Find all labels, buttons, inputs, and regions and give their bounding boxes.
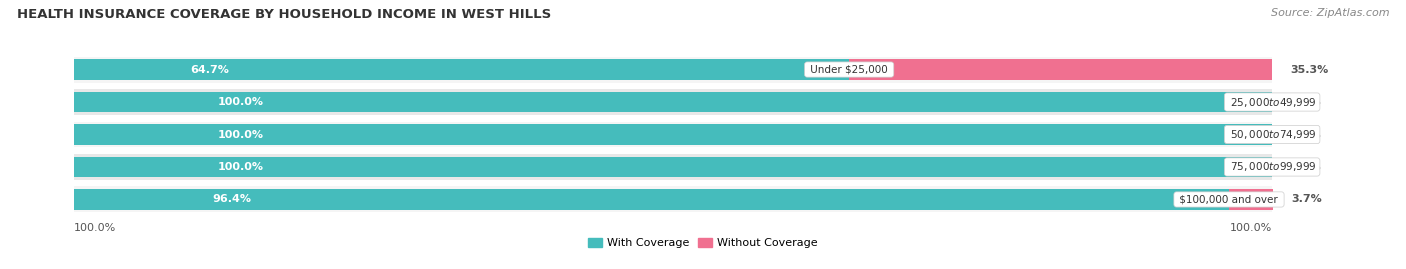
Text: 100.0%: 100.0% <box>218 162 264 172</box>
Text: 96.4%: 96.4% <box>212 194 252 204</box>
Text: $75,000 to $99,999: $75,000 to $99,999 <box>1227 161 1317 174</box>
Bar <box>75 56 1272 83</box>
Text: HEALTH INSURANCE COVERAGE BY HOUSEHOLD INCOME IN WEST HILLS: HEALTH INSURANCE COVERAGE BY HOUSEHOLD I… <box>17 8 551 21</box>
Text: $25,000 to $49,999: $25,000 to $49,999 <box>1227 95 1317 108</box>
Bar <box>75 186 1272 213</box>
Bar <box>75 92 1272 112</box>
Text: 35.3%: 35.3% <box>1291 65 1329 75</box>
Text: Source: ZipAtlas.com: Source: ZipAtlas.com <box>1271 8 1389 18</box>
Text: 100.0%: 100.0% <box>218 129 264 140</box>
Text: 0.0%: 0.0% <box>1291 97 1320 107</box>
Bar <box>75 59 849 80</box>
Text: 100.0%: 100.0% <box>1230 223 1272 233</box>
Bar <box>75 89 1272 115</box>
Text: 0.0%: 0.0% <box>1291 162 1320 172</box>
Bar <box>75 189 1229 210</box>
Bar <box>75 154 1272 180</box>
Text: 100.0%: 100.0% <box>218 97 264 107</box>
Legend: With Coverage, Without Coverage: With Coverage, Without Coverage <box>583 233 823 253</box>
Text: 3.7%: 3.7% <box>1291 194 1322 204</box>
Bar <box>75 122 1272 147</box>
Text: Under $25,000: Under $25,000 <box>807 65 891 75</box>
Text: 100.0%: 100.0% <box>75 223 117 233</box>
Bar <box>75 157 1272 177</box>
Bar <box>849 59 1272 80</box>
Text: $100,000 and over: $100,000 and over <box>1177 194 1281 204</box>
Text: 64.7%: 64.7% <box>190 65 229 75</box>
Text: 0.0%: 0.0% <box>1291 129 1320 140</box>
Text: $50,000 to $74,999: $50,000 to $74,999 <box>1227 128 1317 141</box>
Bar <box>1229 189 1274 210</box>
Bar <box>75 125 1272 144</box>
